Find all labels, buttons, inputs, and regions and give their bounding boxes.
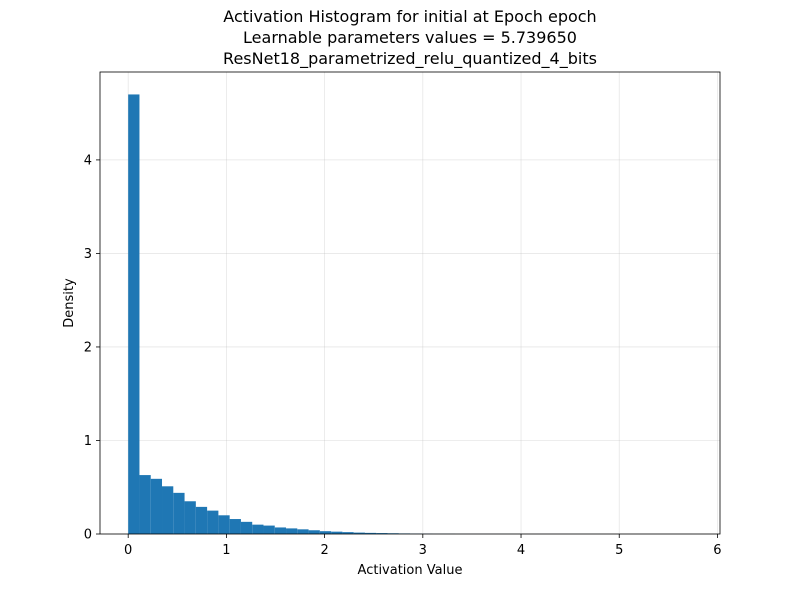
x-tick-label-1: 1 <box>222 543 230 558</box>
histogram-bar <box>241 522 252 534</box>
chart-title-line-3: ResNet18_parametrized_relu_quantized_4_b… <box>223 49 597 69</box>
plot-area-frame <box>100 72 720 534</box>
chart-title-line-2: Learnable parameters values = 5.739650 <box>243 28 577 47</box>
histogram-bar <box>173 493 184 534</box>
histogram-bar <box>218 515 229 534</box>
y-tick-label-0: 0 <box>84 528 92 543</box>
histogram-bar <box>309 530 320 534</box>
x-tick-label-3: 3 <box>419 543 427 558</box>
y-tick-label-4: 4 <box>84 153 92 168</box>
histogram-bar <box>139 475 150 534</box>
x-tick-label-0: 0 <box>124 543 132 558</box>
chart-title-line-1: Activation Histogram for initial at Epoc… <box>223 7 596 26</box>
x-tick-label-5: 5 <box>615 543 623 558</box>
x-axis-label: Activation Value <box>358 563 463 578</box>
histogram-bar <box>320 531 331 534</box>
x-tick-label-6: 6 <box>713 543 721 558</box>
y-tick-label-2: 2 <box>84 340 92 355</box>
histogram-bar <box>230 519 241 534</box>
histogram-bars <box>128 94 692 534</box>
histogram-bar <box>286 528 297 534</box>
histogram-bar <box>207 511 218 534</box>
histogram-bar <box>151 479 162 534</box>
histogram-bar <box>128 94 139 534</box>
histogram-bar <box>275 527 286 534</box>
grid <box>100 72 720 534</box>
y-axis-label: Density <box>62 278 77 328</box>
x-tick-label-2: 2 <box>320 543 328 558</box>
histogram-bar <box>263 526 274 534</box>
histogram-bar <box>297 529 308 534</box>
histogram-bar <box>185 501 196 534</box>
histogram-bar <box>252 525 263 534</box>
y-tick-label-1: 1 <box>84 434 92 449</box>
y-tick-label-3: 3 <box>84 247 92 262</box>
x-tick-label-4: 4 <box>517 543 525 558</box>
histogram-bar <box>162 486 173 534</box>
histogram-bar <box>196 507 207 534</box>
